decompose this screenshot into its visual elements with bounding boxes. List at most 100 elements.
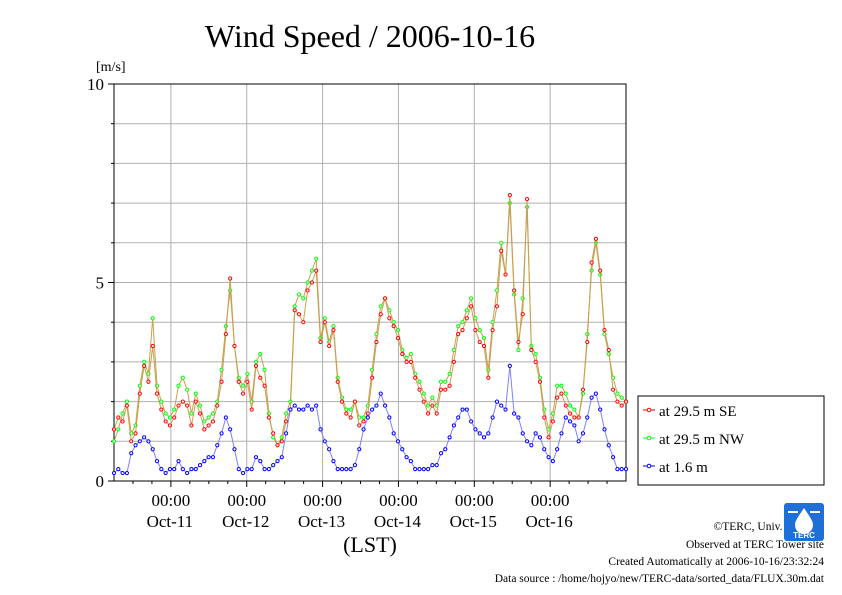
data-point [421, 391, 426, 396]
legend-label: at 1.6 m [659, 460, 708, 476]
data-point [206, 455, 211, 460]
data-point [150, 316, 155, 321]
data-point [240, 391, 246, 396]
data-point [219, 431, 224, 436]
footer-created: Created Automatically at 2006-10-16/23:3… [608, 556, 824, 568]
data-point [352, 399, 358, 404]
data-point [589, 260, 594, 265]
x-tick-time: 00:00 [455, 491, 494, 510]
data-point [486, 431, 491, 436]
data-point [133, 443, 138, 448]
data-point [481, 335, 487, 341]
data-point [464, 308, 469, 313]
data-point [292, 308, 297, 313]
data-point [464, 316, 469, 321]
data-point [111, 427, 117, 432]
data-point [469, 296, 474, 301]
data-point [567, 411, 573, 416]
data-point [382, 403, 388, 408]
data-point [322, 320, 327, 325]
grid-lines [114, 84, 626, 481]
data-point [451, 423, 456, 428]
data-point [563, 391, 568, 396]
data-point [378, 304, 383, 309]
data-point [309, 407, 315, 412]
series-line [113, 195, 627, 447]
data-point [197, 411, 203, 416]
data-point [434, 463, 439, 468]
data-point [503, 407, 508, 412]
data-point [322, 439, 327, 444]
data-point [223, 332, 228, 337]
data-point [610, 455, 616, 460]
data-point [361, 427, 366, 432]
data-point [395, 439, 401, 444]
data-point [305, 403, 310, 408]
data-point [314, 268, 319, 273]
data-point [585, 415, 590, 420]
data-point [210, 411, 216, 416]
legend-marker [646, 435, 652, 441]
data-point [477, 431, 482, 436]
x-tick-time: 00:00 [531, 491, 570, 510]
data-point [253, 363, 259, 368]
data-point [120, 419, 125, 424]
terc-logo: TERC [784, 503, 824, 541]
data-point [576, 415, 581, 420]
data-point [124, 399, 130, 404]
data-point [425, 411, 431, 416]
data-point [602, 427, 607, 432]
data-point [447, 371, 452, 376]
y-axis-unit: [m/s] [96, 60, 126, 75]
data-point [520, 431, 525, 436]
data-point [228, 276, 233, 281]
data-point [335, 379, 340, 384]
data-point [215, 443, 220, 448]
data-point [258, 459, 263, 464]
x-tick-date: Oct-14 [374, 512, 422, 531]
data-point [374, 403, 379, 408]
data-point [443, 379, 448, 384]
data-point [443, 387, 448, 392]
data-point [275, 459, 280, 464]
data-point [400, 447, 405, 452]
data-point [533, 431, 538, 436]
data-point [507, 193, 512, 198]
data-point [288, 407, 293, 412]
data-point [172, 415, 177, 420]
data-point [266, 415, 271, 420]
data-point [176, 403, 181, 408]
data-point [533, 359, 538, 364]
data-point [524, 197, 530, 202]
x-tick-date: Oct-15 [450, 512, 497, 531]
data-point [499, 248, 504, 253]
data-point [245, 466, 250, 472]
data-point [348, 415, 353, 420]
data-point [180, 466, 185, 472]
data-point [245, 371, 250, 376]
data-point [623, 466, 629, 472]
data-point [206, 415, 211, 420]
data-point [253, 359, 259, 364]
data-point [318, 339, 323, 345]
data-point [520, 312, 525, 317]
data-point [374, 339, 379, 345]
data-point [421, 399, 426, 404]
x-tick-date: Oct-13 [298, 512, 345, 531]
data-point [387, 316, 392, 321]
data-point [167, 466, 173, 472]
data-point [559, 431, 564, 436]
legend-box [637, 395, 825, 486]
data-point [469, 304, 474, 309]
data-point [395, 335, 401, 341]
y-tick-label: 10 [87, 75, 104, 94]
data-point [223, 415, 228, 420]
data-point [159, 466, 164, 472]
data-point [447, 383, 452, 388]
data-point [236, 379, 241, 384]
data-point [314, 403, 319, 408]
data-point [555, 447, 560, 452]
data-point [189, 466, 194, 472]
x-tick-date: Oct-11 [147, 512, 194, 531]
data-point [284, 411, 289, 416]
